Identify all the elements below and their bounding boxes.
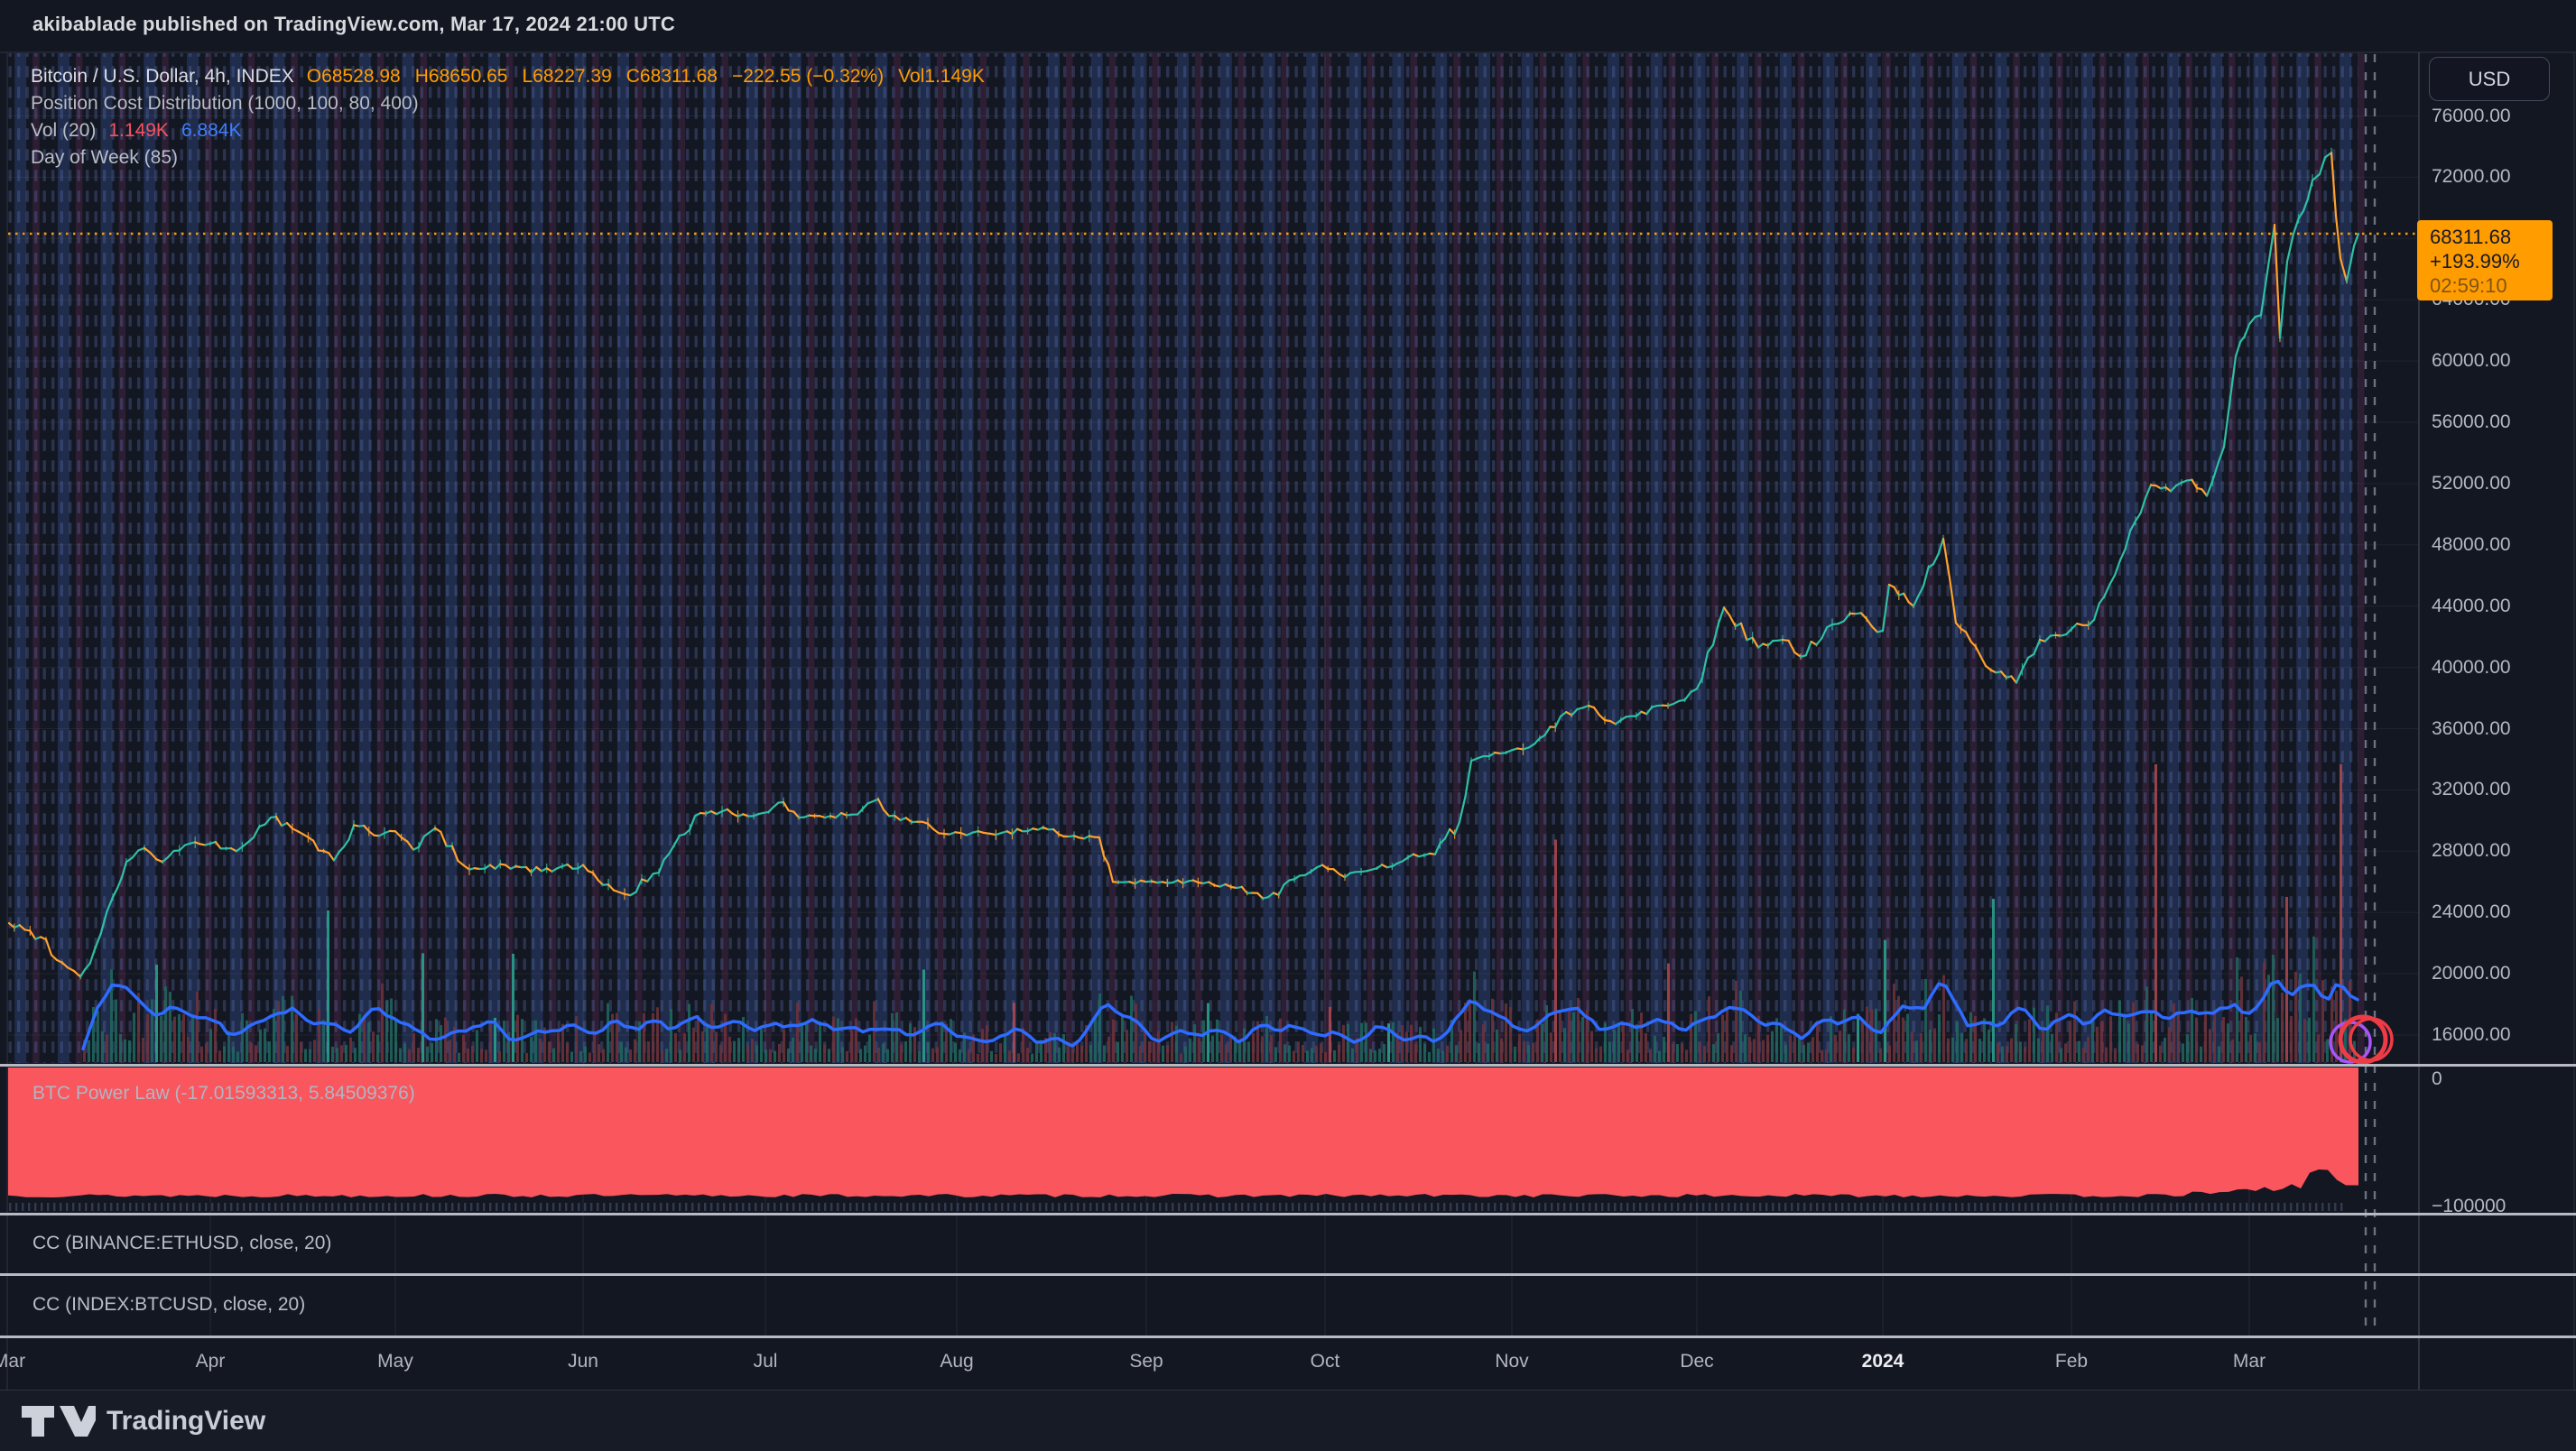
time-axis-label: Jun: [568, 1351, 598, 1372]
ohlc-item: Vol1.149K: [898, 66, 985, 87]
time-axis-label: Nov: [1495, 1351, 1529, 1372]
ohlc-item: −222.55 (−0.32%): [731, 66, 885, 87]
vol-value-1: 1.149K: [108, 120, 169, 141]
time-axis-label: Feb: [2054, 1351, 2089, 1372]
ohlc-item: L68227.39: [522, 66, 612, 87]
indicator-row-dow[interactable]: Day of Week (85): [31, 144, 985, 171]
footer-strip: TradingView: [0, 1391, 2576, 1451]
time-axis-label: Mar: [2232, 1351, 2266, 1372]
pane-divider-4[interactable]: [0, 1335, 2576, 1338]
price-tick-label: 72000.00: [2432, 166, 2511, 188]
attribution-text: akibablade published on TradingView.com,…: [32, 13, 675, 35]
badge-countdown: 02:59:10: [2430, 274, 2507, 297]
ohlc-item: H68650.65: [414, 66, 508, 87]
symbol-title: Bitcoin / U.S. Dollar, 4h, INDEX: [31, 66, 294, 87]
price-tick-label: 20000.00: [2432, 963, 2511, 984]
time-axis-label: Apr: [195, 1351, 226, 1372]
ohlc-item: C68311.68: [625, 66, 718, 87]
symbol-row[interactable]: Bitcoin / U.S. Dollar, 4h, INDEX O68528.…: [31, 63, 985, 90]
time-axis-label: Aug: [940, 1351, 974, 1372]
price-tick-label: 32000.00: [2432, 779, 2511, 800]
last-price-badge[interactable]: 68311.68 +193.99% 02:59:10: [2417, 220, 2553, 300]
time-axis[interactable]: Mar Apr May Jun Jul Aug Sep Oct Nov Dec 2024 Feb Mar: [0, 1338, 2419, 1390]
chart-legend: Bitcoin / U.S. Dollar, 4h, INDEX O68528.…: [31, 63, 985, 171]
price-tick-label: 52000.00: [2432, 472, 2511, 494]
axis-bottom-border: [0, 1390, 2576, 1391]
price-tick-label: 28000.00: [2432, 840, 2511, 862]
ohlc-values: O68528.98 H68650.65 L68227.39 C68311.68 −222…: [307, 66, 985, 88]
time-axis-label: Mar: [0, 1351, 26, 1372]
ohlc-item: O68528.98: [306, 66, 401, 87]
cc-btc-pane-label[interactable]: CC (INDEX:BTCUSD, close, 20): [32, 1294, 306, 1315]
price-tick-label: 60000.00: [2432, 350, 2511, 372]
badge-price: 68311.68: [2430, 226, 2512, 248]
badge-change: +193.99%: [2430, 250, 2520, 273]
pane-divider-2[interactable]: [0, 1213, 2576, 1215]
time-axis-label: 2024: [1861, 1351, 1904, 1372]
time-axis-label: Oct: [1310, 1351, 1340, 1372]
power-law-tick-label: 0: [2432, 1068, 2442, 1089]
price-tick-label: 48000.00: [2432, 533, 2511, 555]
pane-divider-1[interactable]: [0, 1064, 2576, 1067]
time-axis-label: Dec: [1680, 1351, 1714, 1372]
price-tick-label: 24000.00: [2432, 901, 2511, 923]
indicator-row-pcd[interactable]: Position Cost Distribution (1000, 100, 8…: [31, 90, 985, 117]
currency-button[interactable]: USD: [2429, 57, 2550, 101]
tradingview-logo-icon: [22, 1406, 96, 1437]
price-tick-label: 44000.00: [2432, 595, 2511, 616]
price-tick-label: 16000.00: [2432, 1024, 2511, 1045]
tradingview-logo[interactable]: TradingView: [20, 1400, 265, 1442]
time-axis-label: Sep: [1129, 1351, 1163, 1372]
price-tick-label: 36000.00: [2432, 717, 2511, 739]
time-axis-label: Jul: [753, 1351, 778, 1372]
price-scale[interactable]: USD 76000.0072000.0068000.0064000.006000…: [2417, 52, 2576, 1338]
dow-indicator-label: Day of Week (85): [31, 147, 179, 168]
price-tick-label: 76000.00: [2432, 105, 2511, 126]
indicator-row-vol[interactable]: Vol (20) 1.149K 6.884K: [31, 117, 985, 144]
power-law-tick-label: −100000: [2432, 1196, 2507, 1216]
vol-indicator-label: Vol (20): [31, 120, 97, 141]
pane-divider-3[interactable]: [0, 1273, 2576, 1276]
tradingview-logo-text: TradingView: [107, 1406, 266, 1436]
cc-eth-pane-label[interactable]: CC (BINANCE:ETHUSD, close, 20): [32, 1233, 332, 1253]
price-tick-label: 56000.00: [2432, 411, 2511, 432]
indicator-label: Position Cost Distribution (1000, 100, 8…: [31, 93, 419, 114]
power-law-pane-label[interactable]: BTC Power Law (-17.01593313, 5.84509376): [32, 1083, 415, 1104]
time-axis-label: May: [377, 1351, 413, 1372]
vol-value-2: 6.884K: [181, 120, 242, 141]
price-tick-label: 40000.00: [2432, 656, 2511, 678]
